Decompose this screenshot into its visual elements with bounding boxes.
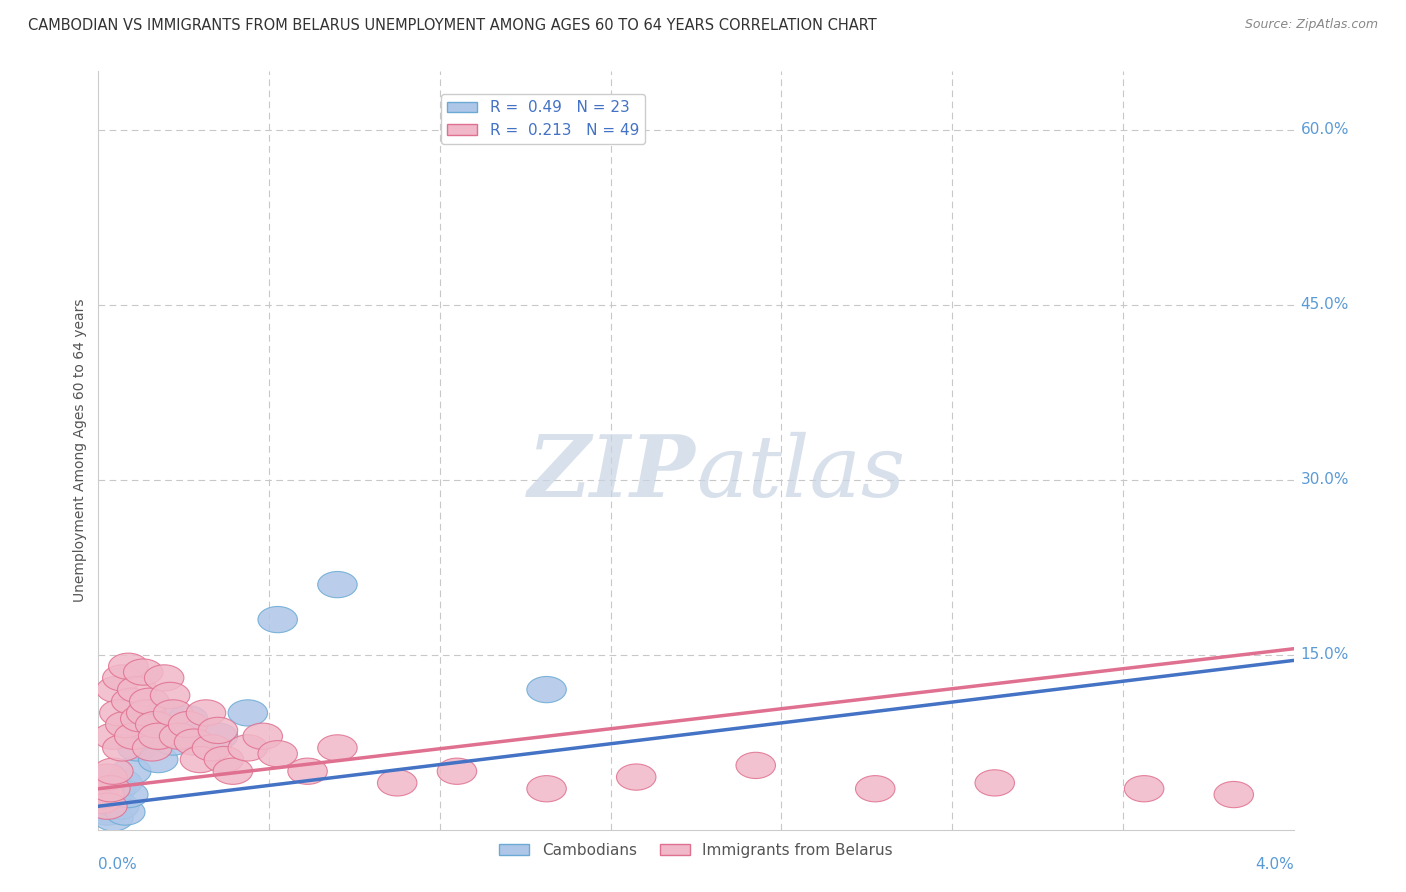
Ellipse shape (124, 659, 163, 685)
Ellipse shape (129, 723, 169, 749)
Ellipse shape (118, 676, 157, 703)
Ellipse shape (124, 712, 163, 738)
Ellipse shape (153, 700, 193, 726)
Text: 4.0%: 4.0% (1254, 857, 1294, 872)
Ellipse shape (186, 700, 226, 726)
Ellipse shape (111, 758, 150, 784)
Ellipse shape (243, 723, 283, 749)
Ellipse shape (198, 723, 238, 749)
Ellipse shape (150, 682, 190, 708)
Ellipse shape (100, 700, 139, 726)
Text: 45.0%: 45.0% (1301, 297, 1348, 312)
Ellipse shape (118, 735, 157, 761)
Ellipse shape (257, 607, 298, 632)
Ellipse shape (974, 770, 1015, 796)
Ellipse shape (105, 712, 145, 738)
Ellipse shape (174, 729, 214, 756)
Ellipse shape (198, 717, 238, 744)
Ellipse shape (108, 653, 148, 680)
Text: atlas: atlas (696, 432, 905, 515)
Ellipse shape (105, 799, 145, 825)
Ellipse shape (437, 758, 477, 784)
Ellipse shape (180, 747, 219, 772)
Text: Source: ZipAtlas.com: Source: ZipAtlas.com (1244, 18, 1378, 31)
Text: ZIP: ZIP (529, 432, 696, 515)
Ellipse shape (127, 700, 166, 726)
Ellipse shape (145, 700, 184, 726)
Ellipse shape (527, 776, 567, 802)
Ellipse shape (145, 665, 184, 691)
Ellipse shape (87, 799, 127, 825)
Ellipse shape (103, 770, 142, 796)
Ellipse shape (94, 723, 134, 749)
Ellipse shape (214, 758, 253, 784)
Ellipse shape (228, 700, 267, 726)
Ellipse shape (94, 805, 134, 831)
Ellipse shape (97, 676, 136, 703)
Ellipse shape (855, 776, 896, 802)
Ellipse shape (377, 770, 418, 796)
Ellipse shape (82, 788, 121, 814)
Text: CAMBODIAN VS IMMIGRANTS FROM BELARUS UNEMPLOYMENT AMONG AGES 60 TO 64 YEARS CORR: CAMBODIAN VS IMMIGRANTS FROM BELARUS UNE… (28, 18, 877, 33)
Ellipse shape (103, 735, 142, 761)
Ellipse shape (138, 723, 179, 749)
Ellipse shape (616, 764, 657, 790)
Ellipse shape (111, 688, 150, 714)
Ellipse shape (318, 735, 357, 761)
Ellipse shape (132, 735, 172, 761)
Ellipse shape (138, 747, 179, 772)
Y-axis label: Unemployment Among Ages 60 to 64 years: Unemployment Among Ages 60 to 64 years (73, 299, 87, 602)
Ellipse shape (94, 758, 134, 784)
Ellipse shape (135, 712, 174, 738)
Ellipse shape (103, 665, 142, 691)
Ellipse shape (84, 781, 124, 807)
Ellipse shape (169, 712, 208, 738)
Ellipse shape (318, 572, 357, 598)
Text: 30.0%: 30.0% (1301, 472, 1348, 487)
Ellipse shape (87, 793, 127, 820)
Ellipse shape (257, 740, 298, 767)
Ellipse shape (121, 706, 160, 731)
Ellipse shape (87, 781, 127, 807)
Text: 15.0%: 15.0% (1301, 647, 1348, 662)
Ellipse shape (1125, 776, 1164, 802)
Ellipse shape (84, 793, 124, 820)
Ellipse shape (193, 735, 232, 761)
Ellipse shape (97, 776, 136, 802)
Ellipse shape (100, 793, 139, 820)
Ellipse shape (527, 676, 567, 703)
Ellipse shape (114, 723, 155, 749)
Text: 60.0%: 60.0% (1301, 122, 1348, 137)
Ellipse shape (153, 729, 193, 756)
Ellipse shape (204, 747, 243, 772)
Legend: Cambodians, Immigrants from Belarus: Cambodians, Immigrants from Belarus (494, 837, 898, 863)
Ellipse shape (90, 776, 131, 802)
Ellipse shape (1213, 781, 1254, 807)
Ellipse shape (169, 706, 208, 731)
Ellipse shape (228, 735, 267, 761)
Ellipse shape (108, 781, 148, 807)
Ellipse shape (90, 788, 131, 814)
Ellipse shape (288, 758, 328, 784)
Ellipse shape (735, 752, 776, 779)
Ellipse shape (129, 688, 169, 714)
Ellipse shape (159, 723, 198, 749)
Text: 0.0%: 0.0% (98, 857, 138, 872)
Ellipse shape (87, 764, 127, 790)
